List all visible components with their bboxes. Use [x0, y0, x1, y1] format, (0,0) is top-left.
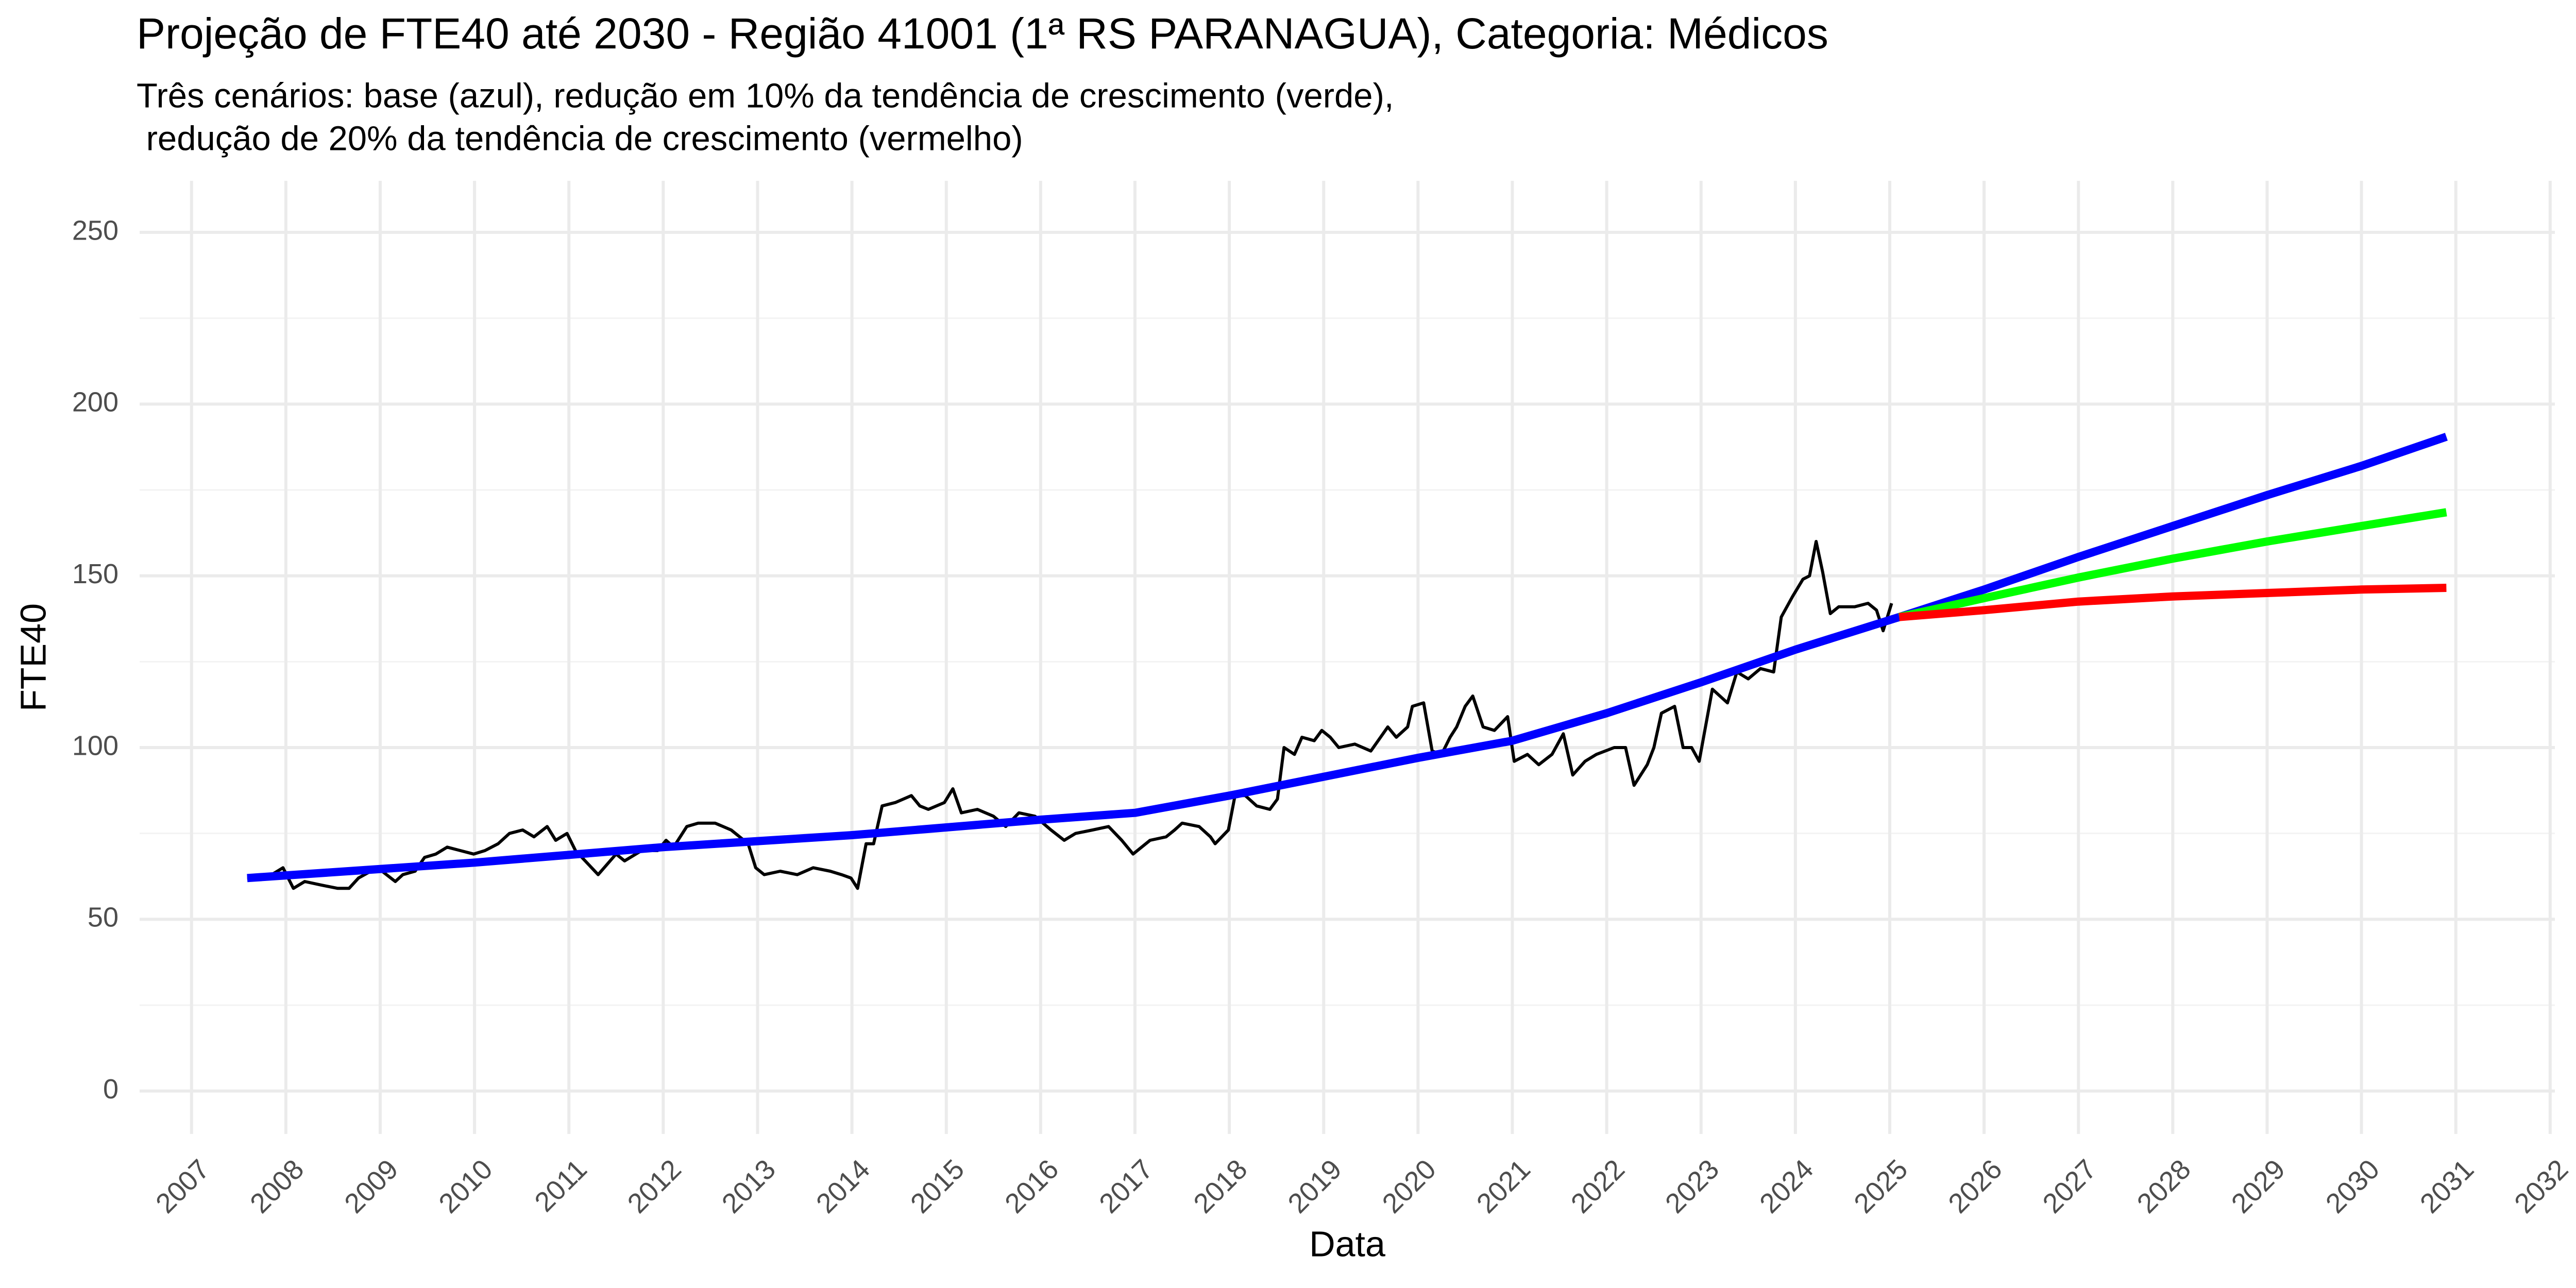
- series-line: [1898, 508, 2447, 621]
- x-tick-label: 2032: [2509, 1154, 2574, 1219]
- grid: [140, 181, 2555, 1134]
- y-tick-label: 150: [72, 558, 118, 589]
- x-tick-label: 2019: [1282, 1154, 1347, 1219]
- x-tick-label: 2011: [529, 1154, 593, 1218]
- x-tick-label: 2029: [2226, 1154, 2291, 1219]
- x-tick-label: 2022: [1565, 1154, 1631, 1219]
- x-tick-label: 2020: [1377, 1154, 1442, 1219]
- y-tick-label: 100: [72, 730, 118, 761]
- x-tick-label: 2012: [622, 1154, 687, 1219]
- x-tick-label: 2031: [2414, 1154, 2480, 1219]
- y-tick-label: 250: [72, 215, 118, 246]
- y-tick-label: 0: [103, 1074, 118, 1105]
- x-axis-title: Data: [1309, 1224, 1385, 1264]
- x-tick-label: 2026: [1942, 1154, 2008, 1219]
- x-tick-label: 2021: [1471, 1154, 1536, 1219]
- x-tick-label: 2015: [905, 1154, 970, 1219]
- x-tick-label: 2025: [1848, 1154, 1913, 1219]
- x-tick-label: 2023: [1659, 1154, 1725, 1219]
- series-line: [247, 540, 1893, 890]
- y-axis-title: FTE40: [13, 603, 53, 711]
- y-tick-label: 200: [72, 387, 118, 418]
- series-line: [1899, 584, 2447, 621]
- x-tick-label: 2027: [2037, 1154, 2102, 1219]
- x-tick-label: 2008: [244, 1154, 310, 1219]
- x-tick-label: 2010: [433, 1154, 498, 1219]
- chart-subtitle: Três cenários: base (azul), redução em 1…: [137, 77, 1394, 115]
- x-tick-label: 2030: [2320, 1154, 2385, 1219]
- x-tick-label: 2014: [810, 1154, 876, 1219]
- series-line: [247, 433, 2448, 883]
- chart-title: Projeção de FTE40 até 2030 - Região 4100…: [137, 9, 1828, 58]
- x-tick-label: 2024: [1754, 1154, 1819, 1219]
- y-tick-label: 50: [88, 902, 118, 933]
- x-tick-label: 2028: [2131, 1154, 2197, 1219]
- x-tick-label: 2018: [1188, 1154, 1253, 1219]
- plot-area: [247, 433, 2448, 890]
- x-tick-label: 2009: [338, 1154, 404, 1219]
- x-tick-label: 2007: [150, 1154, 215, 1219]
- chart-subtitle: redução de 20% da tendência de crescimen…: [137, 120, 1023, 158]
- x-tick-label: 2013: [716, 1154, 782, 1219]
- x-tick-label: 2017: [1093, 1154, 1159, 1219]
- x-tick-label: 2016: [999, 1154, 1064, 1219]
